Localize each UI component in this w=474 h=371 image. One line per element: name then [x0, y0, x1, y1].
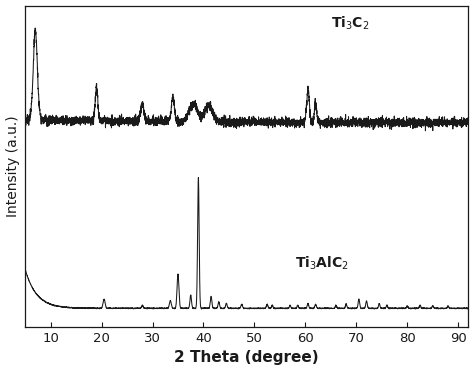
- Text: Ti$_3$AlC$_2$: Ti$_3$AlC$_2$: [295, 254, 349, 272]
- Text: Ti$_3$C$_2$: Ti$_3$C$_2$: [331, 15, 369, 32]
- Y-axis label: Intensity (a.u.): Intensity (a.u.): [6, 115, 19, 217]
- X-axis label: 2 Theta (degree): 2 Theta (degree): [174, 351, 319, 365]
